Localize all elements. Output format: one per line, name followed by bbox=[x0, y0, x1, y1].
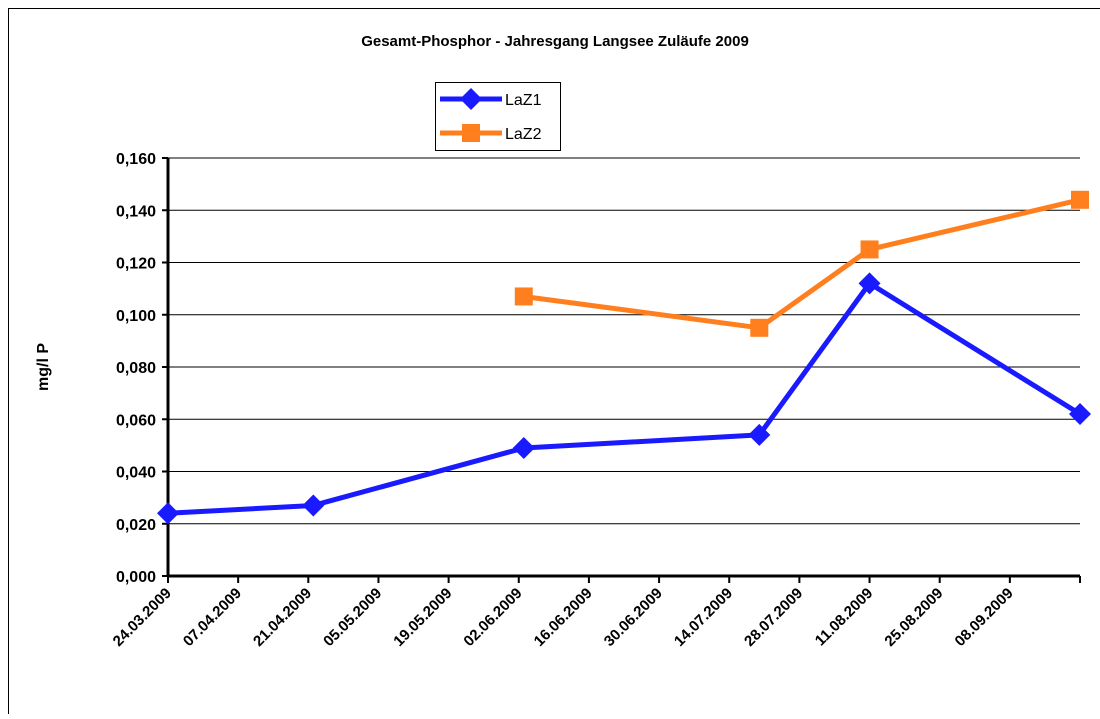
marker bbox=[515, 287, 533, 305]
y-tick-label: 0,060 bbox=[116, 412, 156, 429]
legend bbox=[436, 83, 561, 151]
y-tick-label: 0,040 bbox=[116, 465, 156, 482]
chart-title: Gesamt-Phosphor - Jahresgang Langsee Zul… bbox=[361, 33, 749, 50]
marker bbox=[750, 319, 768, 337]
y-tick-label: 0,140 bbox=[116, 203, 156, 220]
y-tick-label: 0,000 bbox=[116, 569, 156, 586]
legend-label: LaZ1 bbox=[505, 92, 542, 109]
legend-label: LaZ2 bbox=[505, 126, 542, 143]
y-tick-label: 0,120 bbox=[116, 256, 156, 273]
legend-marker bbox=[462, 124, 480, 142]
y-tick-label: 0,160 bbox=[116, 151, 156, 168]
y-tick-label: 0,100 bbox=[116, 308, 156, 325]
y-tick-label: 0,020 bbox=[116, 517, 156, 534]
marker bbox=[861, 240, 879, 258]
marker bbox=[1071, 191, 1089, 209]
y-axis-label: mg/l P bbox=[35, 343, 52, 391]
y-tick-label: 0,080 bbox=[116, 360, 156, 377]
